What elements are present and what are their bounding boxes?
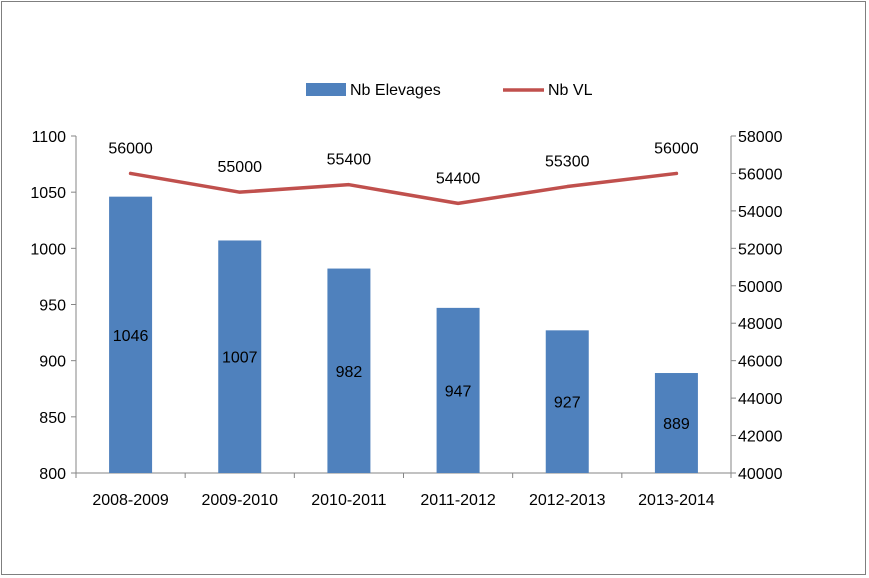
line-data-label: 55300 xyxy=(545,154,590,171)
right-tick-label: 44000 xyxy=(738,391,783,408)
bar-data-label: 927 xyxy=(554,395,581,412)
line-data-label: 56000 xyxy=(108,140,153,157)
bar xyxy=(327,268,371,473)
x-tick-label: 2013-2014 xyxy=(638,492,715,509)
bar-data-label: 889 xyxy=(663,416,690,433)
left-tick-label: 1100 xyxy=(32,129,67,146)
bar-data-label: 947 xyxy=(445,383,472,400)
right-tick-label: 52000 xyxy=(738,241,783,258)
right-tick-label: 54000 xyxy=(738,204,783,221)
line-data-label: 55400 xyxy=(327,152,372,169)
left-tick-label: 1050 xyxy=(30,185,66,202)
bar-data-label: 1007 xyxy=(222,350,258,367)
legend-label-nb-elevages: Nb Elevages xyxy=(350,82,441,99)
line-data-label: 56000 xyxy=(654,140,699,157)
line-data-label: 54400 xyxy=(436,170,481,187)
right-tick-label: 50000 xyxy=(738,279,783,296)
series-line-nb-vl xyxy=(128,171,679,206)
x-tick-label: 2011-2012 xyxy=(420,492,495,509)
bar-data-label: 1046 xyxy=(113,328,149,345)
bar xyxy=(218,240,262,473)
bar xyxy=(109,196,153,473)
x-tick-label: 2012-2013 xyxy=(529,492,606,509)
x-tick-label: 2010-2011 xyxy=(311,492,386,509)
right-tick-label: 40000 xyxy=(738,466,783,483)
x-tick-label: 2008-2009 xyxy=(92,492,169,509)
right-tick-label: 48000 xyxy=(738,316,783,333)
legend-label-nb-vl: Nb VL xyxy=(548,82,593,99)
left-tick-label: 950 xyxy=(39,298,66,315)
right-tick-label: 56000 xyxy=(738,166,783,183)
left-tick-label: 850 xyxy=(39,410,66,427)
right-tick-label: 42000 xyxy=(738,429,783,446)
right-tick-label: 46000 xyxy=(738,354,783,371)
x-tick-label: 2009-2010 xyxy=(201,492,278,509)
left-tick-label: 800 xyxy=(39,466,66,483)
legend-swatch-bar xyxy=(306,83,346,96)
right-tick-label: 58000 xyxy=(738,129,783,146)
bar xyxy=(654,373,698,473)
left-tick-label: 1000 xyxy=(30,241,66,258)
left-tick-label: 900 xyxy=(39,354,66,371)
bar xyxy=(545,330,589,473)
line-data-label: 55000 xyxy=(218,159,263,176)
bar-data-label: 982 xyxy=(336,364,363,381)
bar xyxy=(436,307,480,473)
